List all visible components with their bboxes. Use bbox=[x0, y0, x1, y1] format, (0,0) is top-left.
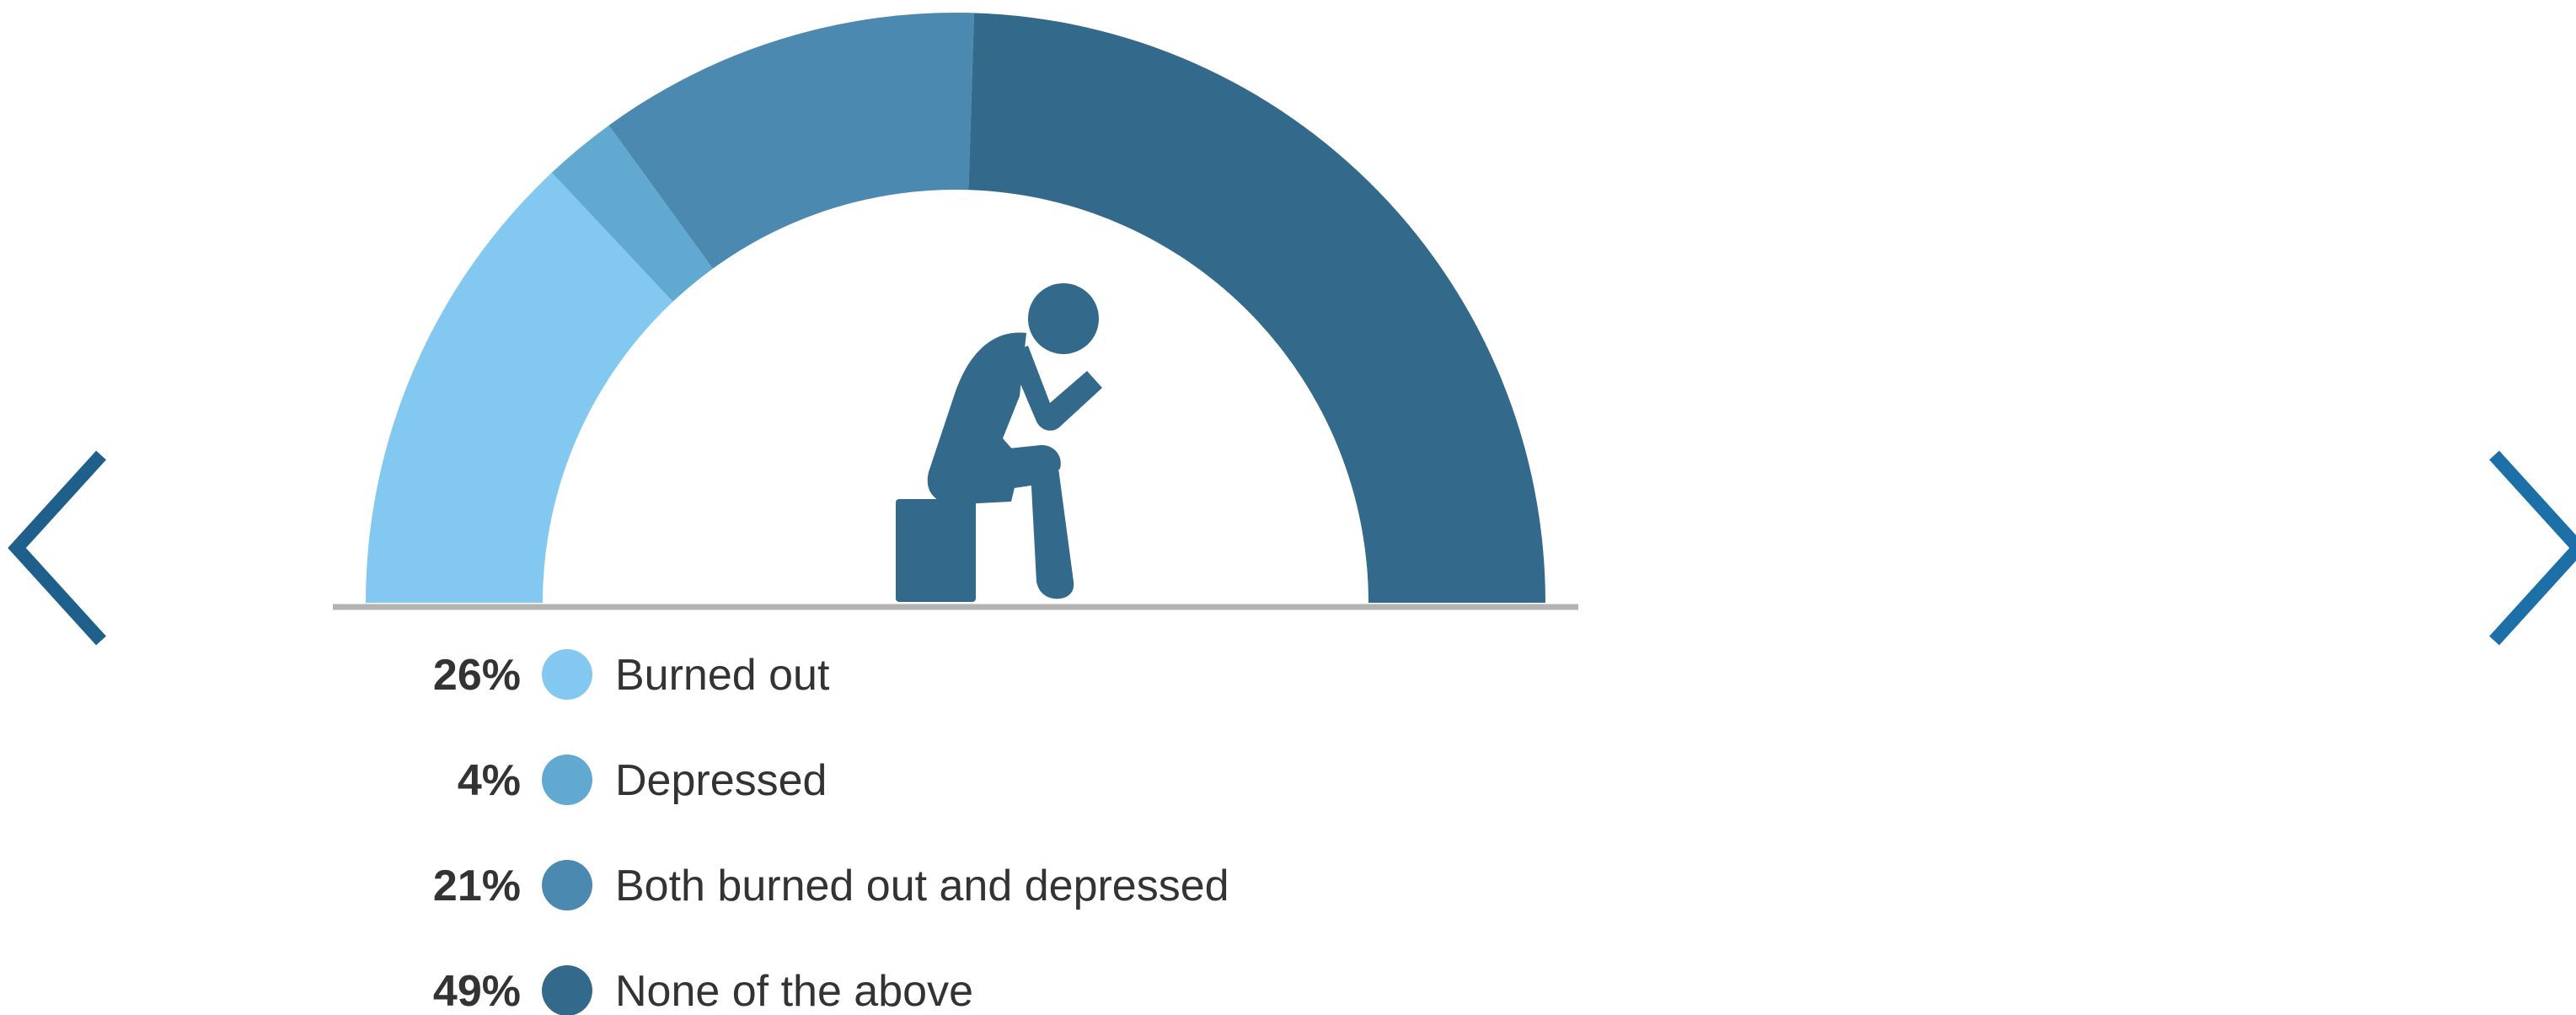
legend-swatch bbox=[542, 755, 592, 805]
arc-segment-4 bbox=[968, 13, 1545, 604]
arc-segment-3 bbox=[608, 13, 974, 269]
legend-percent: 26% bbox=[433, 651, 521, 700]
legend-swatch bbox=[542, 965, 592, 1015]
arc-segment-2 bbox=[551, 125, 713, 302]
legend-label: Burned out bbox=[615, 651, 830, 700]
legend-item: 49% None of the above bbox=[433, 965, 973, 1015]
chart-arcs bbox=[366, 13, 1545, 604]
legend-label: Both burned out and depressed bbox=[615, 862, 1229, 910]
legend-swatch bbox=[542, 860, 592, 910]
chevron-right-icon bbox=[2489, 450, 2576, 646]
legend-swatch bbox=[542, 649, 592, 700]
legend: 26% Burned out 4% Depressed 21% Both burned o… bbox=[433, 649, 1229, 1015]
legend-item: 21% Both burned out and depressed bbox=[433, 860, 1229, 910]
legend-item: 26% Burned out bbox=[433, 649, 830, 700]
person-sitting-thinking-icon bbox=[896, 283, 1102, 602]
previous-slide-button[interactable] bbox=[0, 447, 118, 649]
arc-segment-1 bbox=[366, 172, 673, 603]
next-slide-button[interactable] bbox=[2477, 447, 2576, 649]
legend-percent: 21% bbox=[433, 862, 521, 910]
legend-item: 4% Depressed bbox=[458, 755, 827, 805]
chevron-left-icon bbox=[8, 450, 106, 646]
legend-label: None of the above bbox=[615, 967, 973, 1015]
legend-label: Depressed bbox=[615, 756, 827, 805]
legend-percent: 4% bbox=[458, 756, 521, 805]
legend-percent: 49% bbox=[433, 967, 521, 1015]
